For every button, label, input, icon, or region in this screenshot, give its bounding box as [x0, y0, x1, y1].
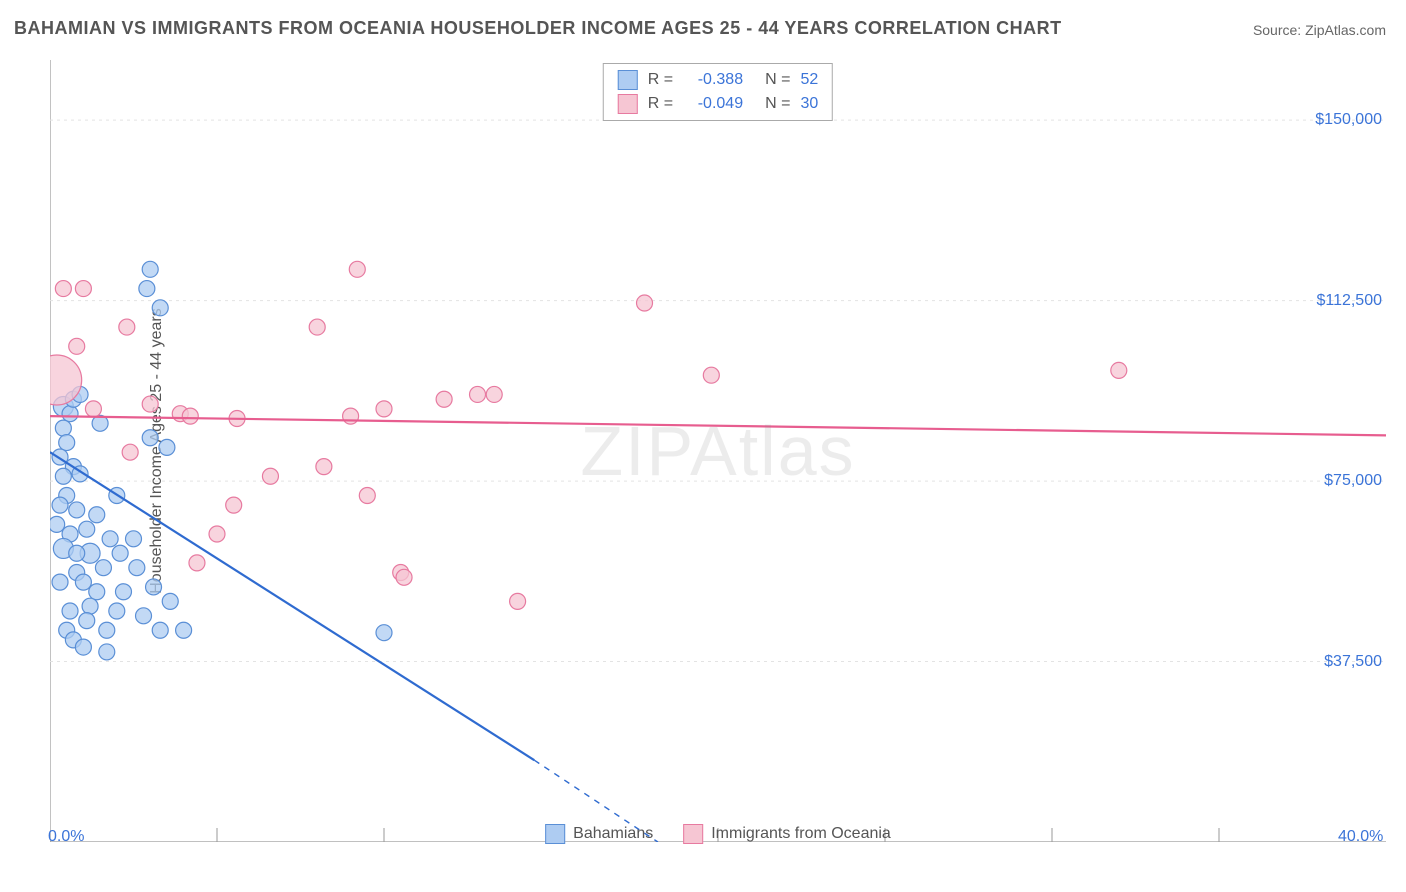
y-tick-label: $150,000 — [1315, 111, 1382, 129]
legend-swatch — [545, 824, 565, 844]
y-tick-label: $112,500 — [1316, 292, 1382, 310]
x-tick-label: 0.0% — [48, 828, 84, 846]
stat-r-value: -0.388 — [683, 68, 743, 92]
stat-r-value: -0.049 — [683, 92, 743, 116]
stats-row: R = -0.388 N = 52 — [618, 68, 818, 92]
stat-r-label: R = — [648, 68, 673, 92]
chart-title: BAHAMIAN VS IMMIGRANTS FROM OCEANIA HOUS… — [14, 18, 1062, 39]
legend-label: Immigrants from Oceania — [711, 825, 891, 843]
y-tick-label: $37,500 — [1324, 653, 1382, 671]
chart-svg — [50, 60, 1386, 842]
series-swatch — [618, 70, 638, 90]
y-tick-label: $75,000 — [1324, 472, 1382, 490]
legend-swatch — [683, 824, 703, 844]
source-prefix: Source: — [1253, 22, 1305, 38]
series-swatch — [618, 94, 638, 114]
source-name: ZipAtlas.com — [1305, 22, 1386, 38]
stats-row: R = -0.049 N = 30 — [618, 92, 818, 116]
legend-label: Bahamians — [573, 825, 653, 843]
x-tick-label: 40.0% — [1338, 828, 1383, 846]
stat-n-value: 30 — [800, 92, 818, 116]
source-label: Source: ZipAtlas.com — [1253, 22, 1386, 38]
stat-n-label: N = — [765, 68, 790, 92]
legend-item: Immigrants from Oceania — [683, 824, 891, 844]
stat-n-value: 52 — [800, 68, 818, 92]
stats-box: R = -0.388 N = 52 R = -0.049 N = 30 — [603, 63, 833, 121]
legend: Bahamians Immigrants from Oceania — [545, 824, 891, 844]
stat-n-label: N = — [765, 92, 790, 116]
correlation-chart: Householder Income Ages 25 - 44 years ZI… — [50, 60, 1386, 842]
stat-r-label: R = — [648, 92, 673, 116]
legend-item: Bahamians — [545, 824, 653, 844]
